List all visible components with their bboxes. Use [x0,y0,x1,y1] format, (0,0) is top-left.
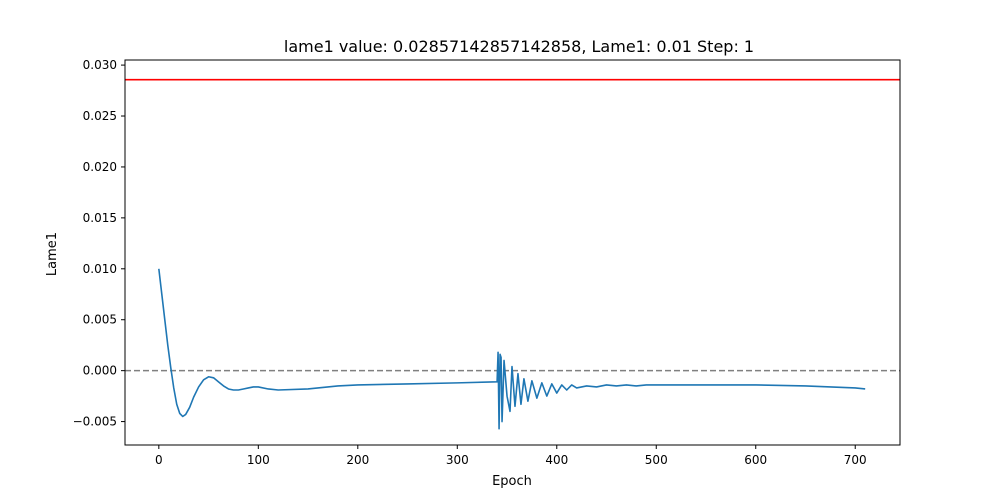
y-tick-label: 0.030 [83,58,117,72]
plot-frame [124,59,901,446]
x-tick-label: 500 [645,453,668,467]
series-line [158,268,866,430]
x-tick-label: 200 [346,453,369,467]
chart-title: lame1 value: 0.02857142857142858, Lame1:… [284,37,754,56]
y-tick-label: 0.020 [83,160,117,174]
y-tick-label: 0.000 [83,364,117,378]
x-tick-label: 700 [844,453,867,467]
x-tick-label: 100 [247,453,270,467]
y-tick-label: 0.015 [83,211,117,225]
x-tick-label: 600 [744,453,767,467]
x-tick-label: 400 [545,453,568,467]
y-tick-label: 0.005 [83,313,117,327]
x-tick-label: 300 [446,453,469,467]
x-tick-label: 0 [155,453,163,467]
x-axis-label: Epoch [492,474,532,489]
axes-area: 0 100 200 300 400 500 600 700 −0.005 0.000 0.005 0.… [73,58,901,467]
y-axis-label: Lame1 [45,232,60,276]
y-tick-label: 0.025 [83,109,117,123]
y-tick-label: 0.010 [83,262,117,276]
y-tick-label: −0.005 [73,415,117,429]
